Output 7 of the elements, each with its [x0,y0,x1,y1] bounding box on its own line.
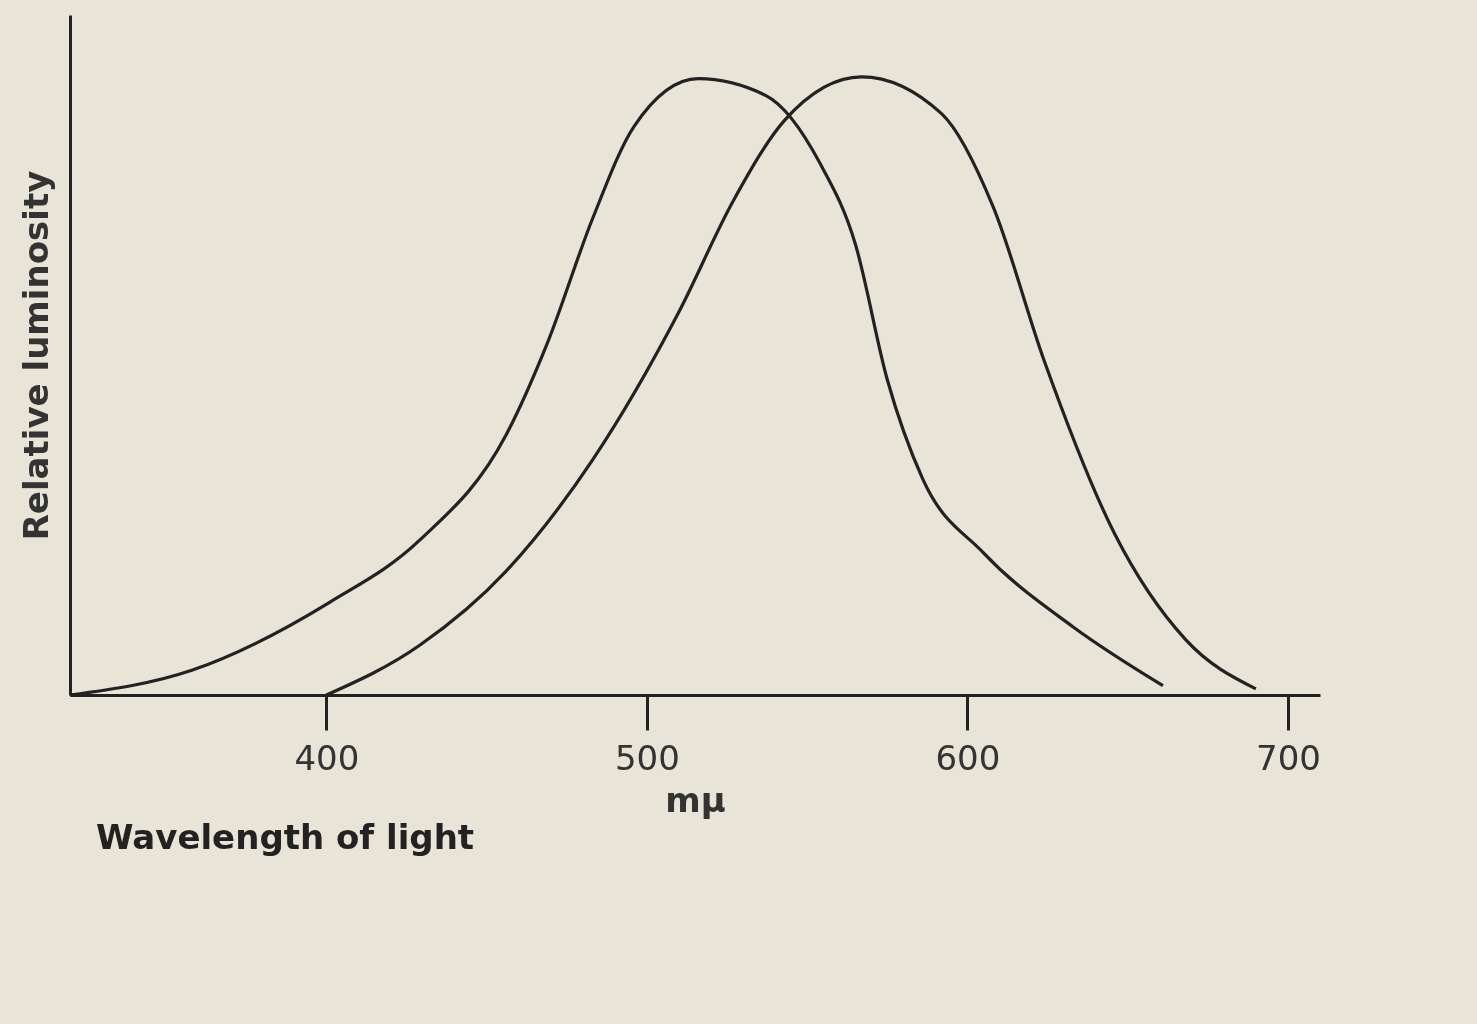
x-tick-label: 400 [294,737,360,778]
x-tick-label: 700 [1256,737,1321,778]
x-tick-label: 600 [935,737,1001,778]
x-tick-label: 500 [614,737,680,778]
x-axis-title: mμ [665,779,726,820]
text: Wavelength of light [96,817,475,857]
y-axis-title: Relative luminosity [15,170,56,541]
